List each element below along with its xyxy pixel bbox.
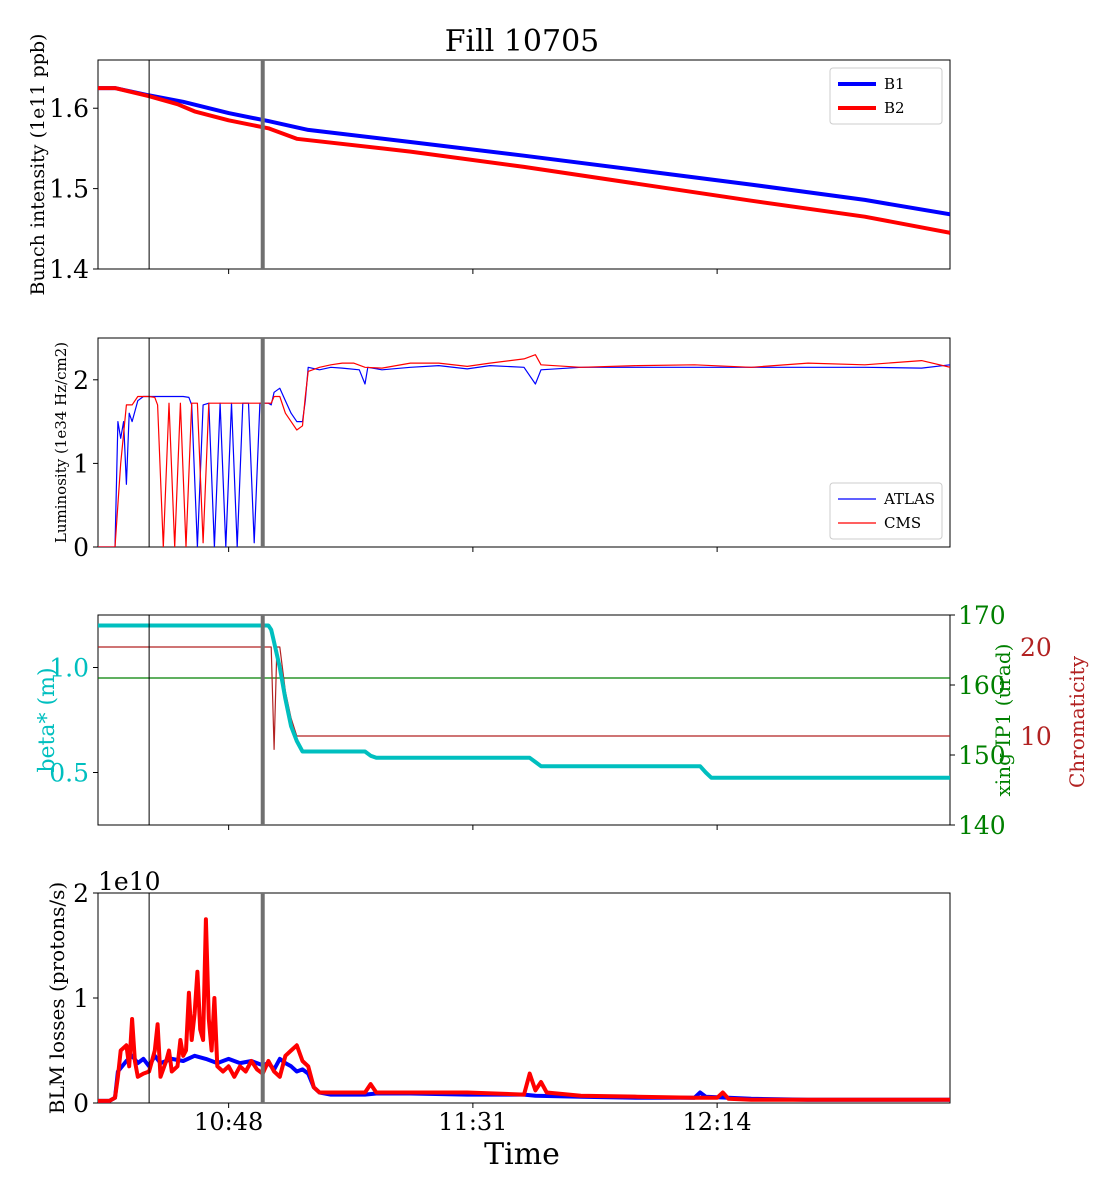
legend-label: CMS <box>884 514 921 532</box>
blm-series <box>98 917 950 1103</box>
y-tick-label: 1.0 <box>49 654 89 683</box>
y-tick-label: 2 <box>73 366 89 395</box>
y2-tick-label: 140 <box>958 811 1006 840</box>
series-line-b2 <box>98 86 950 235</box>
y-tick-label: 1.5 <box>49 175 89 204</box>
optics-frame <box>97 614 951 826</box>
luminosity-series <box>98 354 950 547</box>
x-axis-label: Time <box>484 1137 560 1172</box>
legend-label: B1 <box>884 75 905 93</box>
y2-tick-label: 160 <box>958 671 1006 700</box>
x-tick-label: 10:48 <box>194 1108 263 1136</box>
y3-tick-label: 20 <box>1020 633 1052 662</box>
optics-ylabel: beta* (m) <box>35 667 60 772</box>
series-line-beta- <box>98 623 950 780</box>
y-tick-label: 2 <box>73 879 89 908</box>
optics-y3label: Chromaticity <box>1065 655 1089 788</box>
y-tick-label: 1.4 <box>49 255 89 284</box>
x-tick-label: 11:31 <box>438 1108 507 1136</box>
legend-label: ATLAS <box>883 490 935 508</box>
y-tick-label: 0 <box>73 533 89 562</box>
series-line-atlas <box>98 364 950 547</box>
intensity-ylabel: Bunch intensity (1e11 ppb) <box>27 34 49 296</box>
y-tick-label: 0.5 <box>49 759 89 788</box>
optics-series <box>98 623 950 780</box>
luminosity-legend: ATLAS CMS <box>829 482 943 540</box>
y-offset-label: 1e10 <box>98 867 161 896</box>
luminosity-frame <box>97 337 951 548</box>
intensity-series <box>98 86 950 235</box>
intensity-frame <box>97 59 951 270</box>
y-tick-label: 1.6 <box>49 94 89 123</box>
y2-tick-label: 170 <box>958 601 1006 630</box>
luminosity-ylabel: Luminosity (1e34 Hz/cm2) <box>52 342 70 543</box>
series-line-b2 <box>98 917 950 1103</box>
x-tick-label: 12:14 <box>683 1108 752 1136</box>
legend-box <box>829 482 943 540</box>
legend-label: B2 <box>884 99 905 117</box>
series-line-chromaticity <box>98 646 950 750</box>
y3-tick-label: 10 <box>1020 722 1052 751</box>
blm-ylabel: BLM losses (protons/s) <box>45 882 69 1114</box>
figure-title: Fill 10705 <box>445 24 600 59</box>
series-line-cms <box>98 354 950 547</box>
y2-tick-label: 150 <box>958 741 1006 770</box>
y-tick-label: 0 <box>73 1089 89 1118</box>
y-tick-label: 1 <box>73 984 89 1013</box>
y-tick-label: 1 <box>73 449 89 478</box>
optics-y2label: xing IP1 (urad) <box>991 644 1015 797</box>
series-line-b1 <box>98 86 950 217</box>
